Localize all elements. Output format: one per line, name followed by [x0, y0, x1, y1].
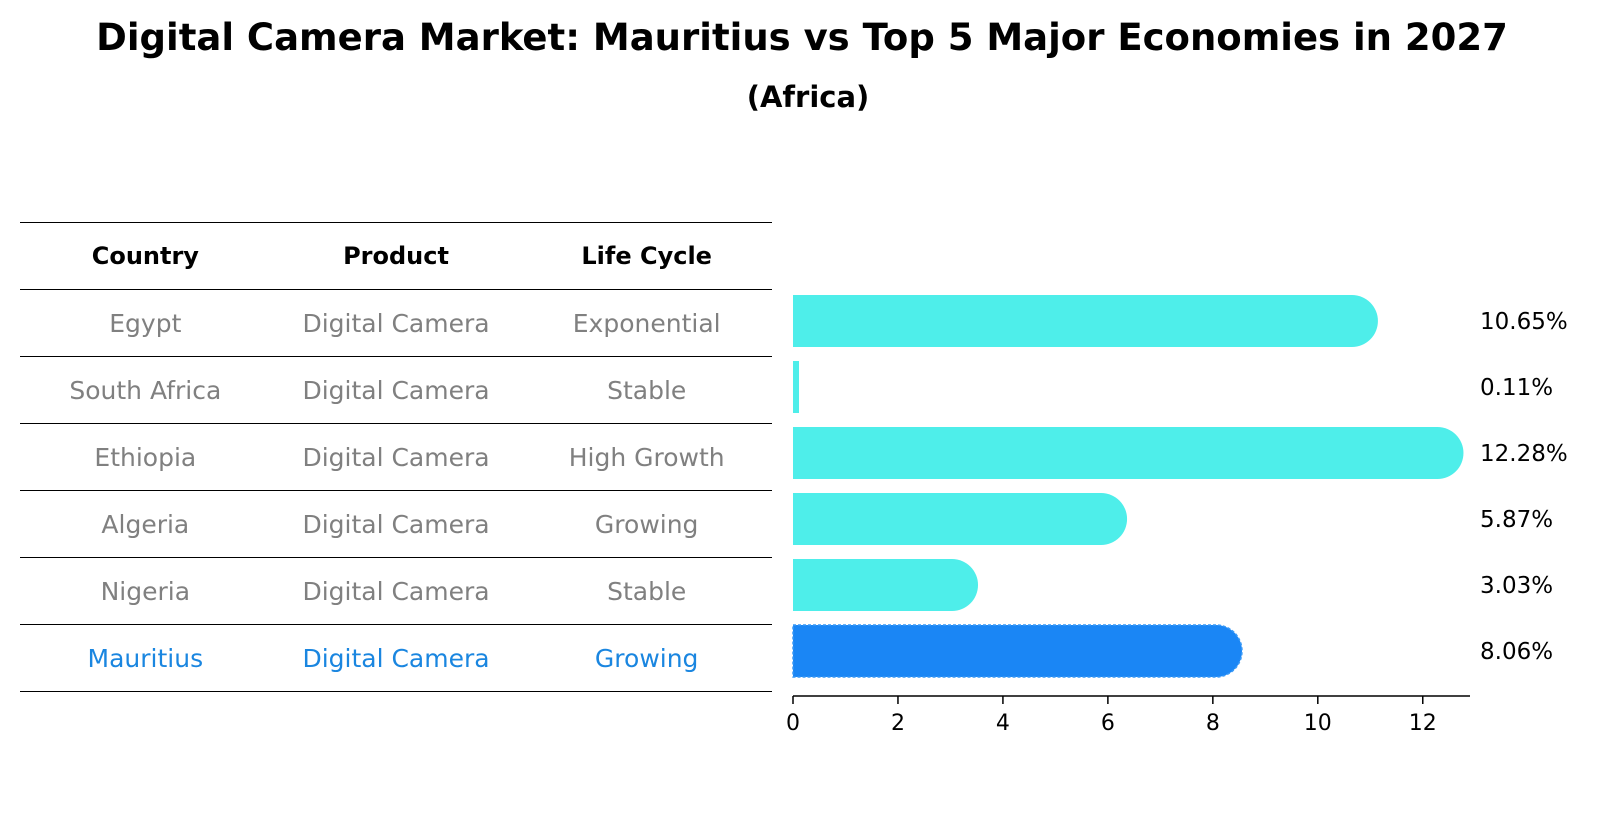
x-tick-label: 10 — [1304, 711, 1332, 736]
x-tick-label: 6 — [1101, 711, 1115, 736]
bar-nigeria — [793, 559, 979, 611]
x-tick-label: 4 — [996, 711, 1010, 736]
data-table: Country Product Life Cycle Egypt Digital… — [20, 222, 772, 692]
header-product: Product — [343, 242, 449, 270]
cell-country: Mauritius — [87, 643, 204, 673]
cell-life-cycle: Exponential — [572, 308, 721, 338]
bar-mauritius — [792, 624, 1243, 678]
chart-title: Digital Camera Market: Mauritius vs Top … — [96, 16, 1508, 59]
cell-country: Ethiopia — [94, 442, 197, 472]
cell-country: South Africa — [69, 375, 222, 405]
value-label: 0.11% — [1480, 375, 1553, 401]
table-row: Ethiopia Digital Camera High Growth — [20, 424, 772, 491]
bar-egypt — [793, 295, 1378, 347]
bar-algeria — [793, 493, 1128, 545]
bars-group — [792, 295, 1464, 678]
cell-country: Nigeria — [100, 576, 191, 606]
table-row: Nigeria Digital Camera Stable — [20, 558, 772, 625]
table-row-highlighted: Mauritius Digital Camera Growing — [20, 625, 772, 692]
value-label: 12.28% — [1480, 441, 1568, 467]
cell-product: Digital Camera — [302, 375, 490, 405]
cell-life-cycle: Stable — [607, 375, 687, 405]
cell-product: Digital Camera — [302, 509, 490, 539]
table-row: Algeria Digital Camera Growing — [20, 491, 772, 558]
cell-product: Digital Camera — [302, 643, 490, 673]
value-labels-group: 10.65% 0.11% 12.28% 5.87% 3.03% 8.06% — [1480, 309, 1568, 665]
x-tick-label: 0 — [786, 711, 800, 736]
cell-life-cycle: Growing — [594, 643, 699, 673]
table-row: Egypt Digital Camera Exponential — [20, 290, 772, 357]
bar-ethiopia — [793, 427, 1464, 479]
cell-product: Digital Camera — [302, 576, 490, 606]
table-header-row: Country Product Life Cycle — [20, 222, 772, 290]
cell-life-cycle: Growing — [594, 509, 699, 539]
cell-country: Algeria — [101, 509, 190, 539]
value-label: 3.03% — [1480, 573, 1553, 599]
cell-product: Digital Camera — [302, 442, 490, 472]
header-life-cycle: Life Cycle — [581, 242, 712, 270]
x-tick-label: 2 — [891, 711, 905, 736]
table-row: South Africa Digital Camera Stable — [20, 357, 772, 424]
x-tick-label: 12 — [1409, 711, 1437, 736]
cell-life-cycle: Stable — [607, 576, 687, 606]
chart-subtitle: (Africa) — [746, 80, 870, 114]
bar-south-africa — [793, 361, 799, 413]
cell-product: Digital Camera — [302, 308, 490, 338]
value-label: 8.06% — [1480, 639, 1553, 665]
x-axis: 0 2 4 6 8 10 12 — [786, 695, 1470, 736]
value-label: 10.65% — [1480, 309, 1568, 335]
cell-life-cycle: High Growth — [568, 442, 725, 472]
cell-country: Egypt — [109, 308, 182, 338]
x-tick-label: 8 — [1206, 711, 1220, 736]
value-label: 5.87% — [1480, 507, 1553, 533]
header-country: Country — [91, 242, 199, 270]
